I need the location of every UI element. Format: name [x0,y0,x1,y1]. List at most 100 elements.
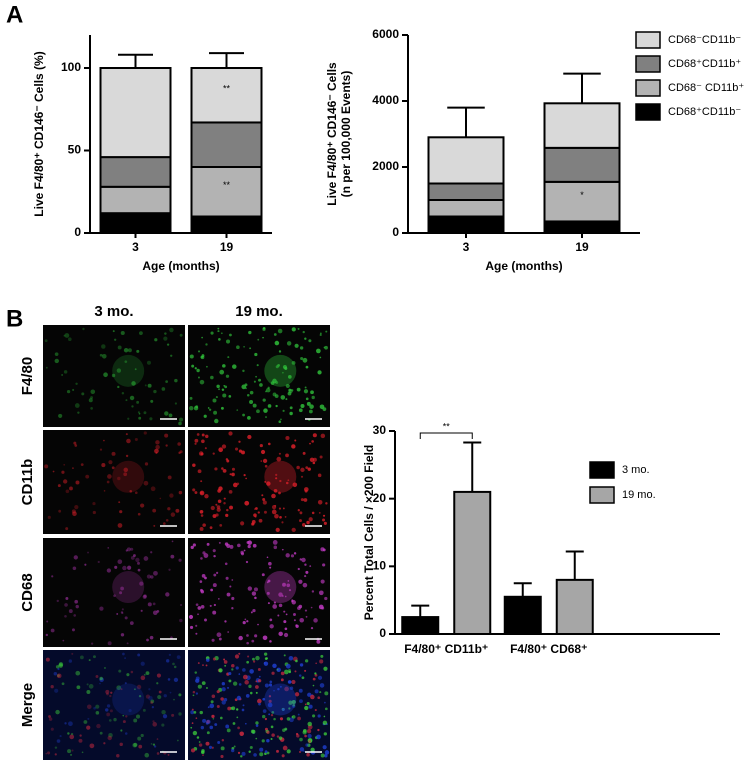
cell-signal [151,706,155,709]
cell-signal [242,621,246,625]
cell-signal [302,582,308,588]
cell-signal [218,388,221,391]
significance-label: ** [443,421,451,431]
cell-signal [207,706,210,709]
cell-signal [208,745,213,749]
cell-signal [298,579,303,584]
cell-signal [140,733,144,738]
cell-signal [150,486,156,492]
cell-signal [125,715,128,718]
cell-signal [208,408,212,411]
cell-signal [229,473,232,476]
y-axis-label: (n per 100,000 Events) [339,71,353,198]
cell-signal [155,440,160,445]
cell-signal [269,618,273,622]
cell-signal [201,749,205,753]
cell-signal [194,491,198,495]
cell-signal [281,548,284,551]
cell-signal [114,565,118,569]
cell-signal [165,380,168,384]
cell-signal [229,333,232,337]
cell-signal [270,737,273,741]
cell-signal [271,493,276,499]
cell-signal [306,729,312,734]
cell-signal [310,390,314,395]
cell-signal [262,336,264,339]
y-tick-label: 50 [68,143,82,157]
cell-signal [72,467,74,470]
cell-signal [293,552,297,555]
cell-signal [263,408,268,413]
cell-signal [264,683,269,688]
cell-signal [70,753,73,756]
cell-signal [56,599,59,603]
cell-signal [158,690,162,694]
cell-signal [81,392,85,396]
cell-signal [304,386,307,389]
cell-signal [245,694,250,698]
cell-signal [280,418,282,421]
cell-signal [139,581,144,586]
cell-signal [216,704,220,708]
cell-signal [224,385,228,389]
cell-signal [201,336,203,339]
cell-signal [78,738,83,743]
cell-signal [173,677,179,683]
cell-signal [278,452,281,455]
cell-signal [297,509,300,512]
cell-signal [84,563,87,566]
cell-signal [319,333,322,337]
cell-signal [64,603,68,607]
cell-signal [72,388,75,391]
column-header: 19 mo. [235,303,283,320]
cell-signal [267,579,271,583]
cell-signal [77,411,80,414]
cell-signal [304,337,307,340]
cell-signal [88,398,93,403]
cell-signal [178,693,182,697]
cell-signal [242,674,248,680]
cell-signal [192,730,198,736]
cell-signal [297,567,300,571]
cell-signal [277,687,280,691]
cell-signal [68,659,73,663]
cell-signal [241,450,245,455]
cell-signal [95,704,100,709]
cell-signal [197,469,202,474]
cell-signal [263,662,266,665]
bar-segment [190,166,263,218]
cell-signal [246,620,249,623]
cell-signal [264,464,268,468]
cell-signal [133,718,138,723]
cell-signal [50,685,54,689]
cell-signal [221,682,226,686]
cell-signal [150,743,153,745]
cell-signal [272,540,278,545]
cell-signal [280,678,284,682]
cell-signal [276,749,279,753]
cell-signal [142,594,147,600]
cell-signal [297,713,300,716]
cell-signal [271,671,275,675]
cell-signal [222,393,227,398]
cell-signal [228,489,233,494]
cell-signal [54,753,57,756]
cell-signal [321,606,325,610]
cell-signal [246,641,249,645]
cell-signal [224,664,227,667]
cell-signal [285,613,288,616]
cell-signal [145,694,151,699]
cell-signal [170,354,173,357]
cell-signal [209,526,213,530]
cell-signal [145,671,150,676]
cell-signal [308,704,313,709]
cell-signal [319,404,325,410]
cell-signal [296,465,300,470]
cell-signal [241,708,245,712]
cell-signal [252,543,257,548]
cell-signal [236,716,239,719]
cell-signal [268,561,272,566]
cell-signal [253,587,258,592]
micrograph [43,538,185,647]
cell-signal [46,620,49,623]
